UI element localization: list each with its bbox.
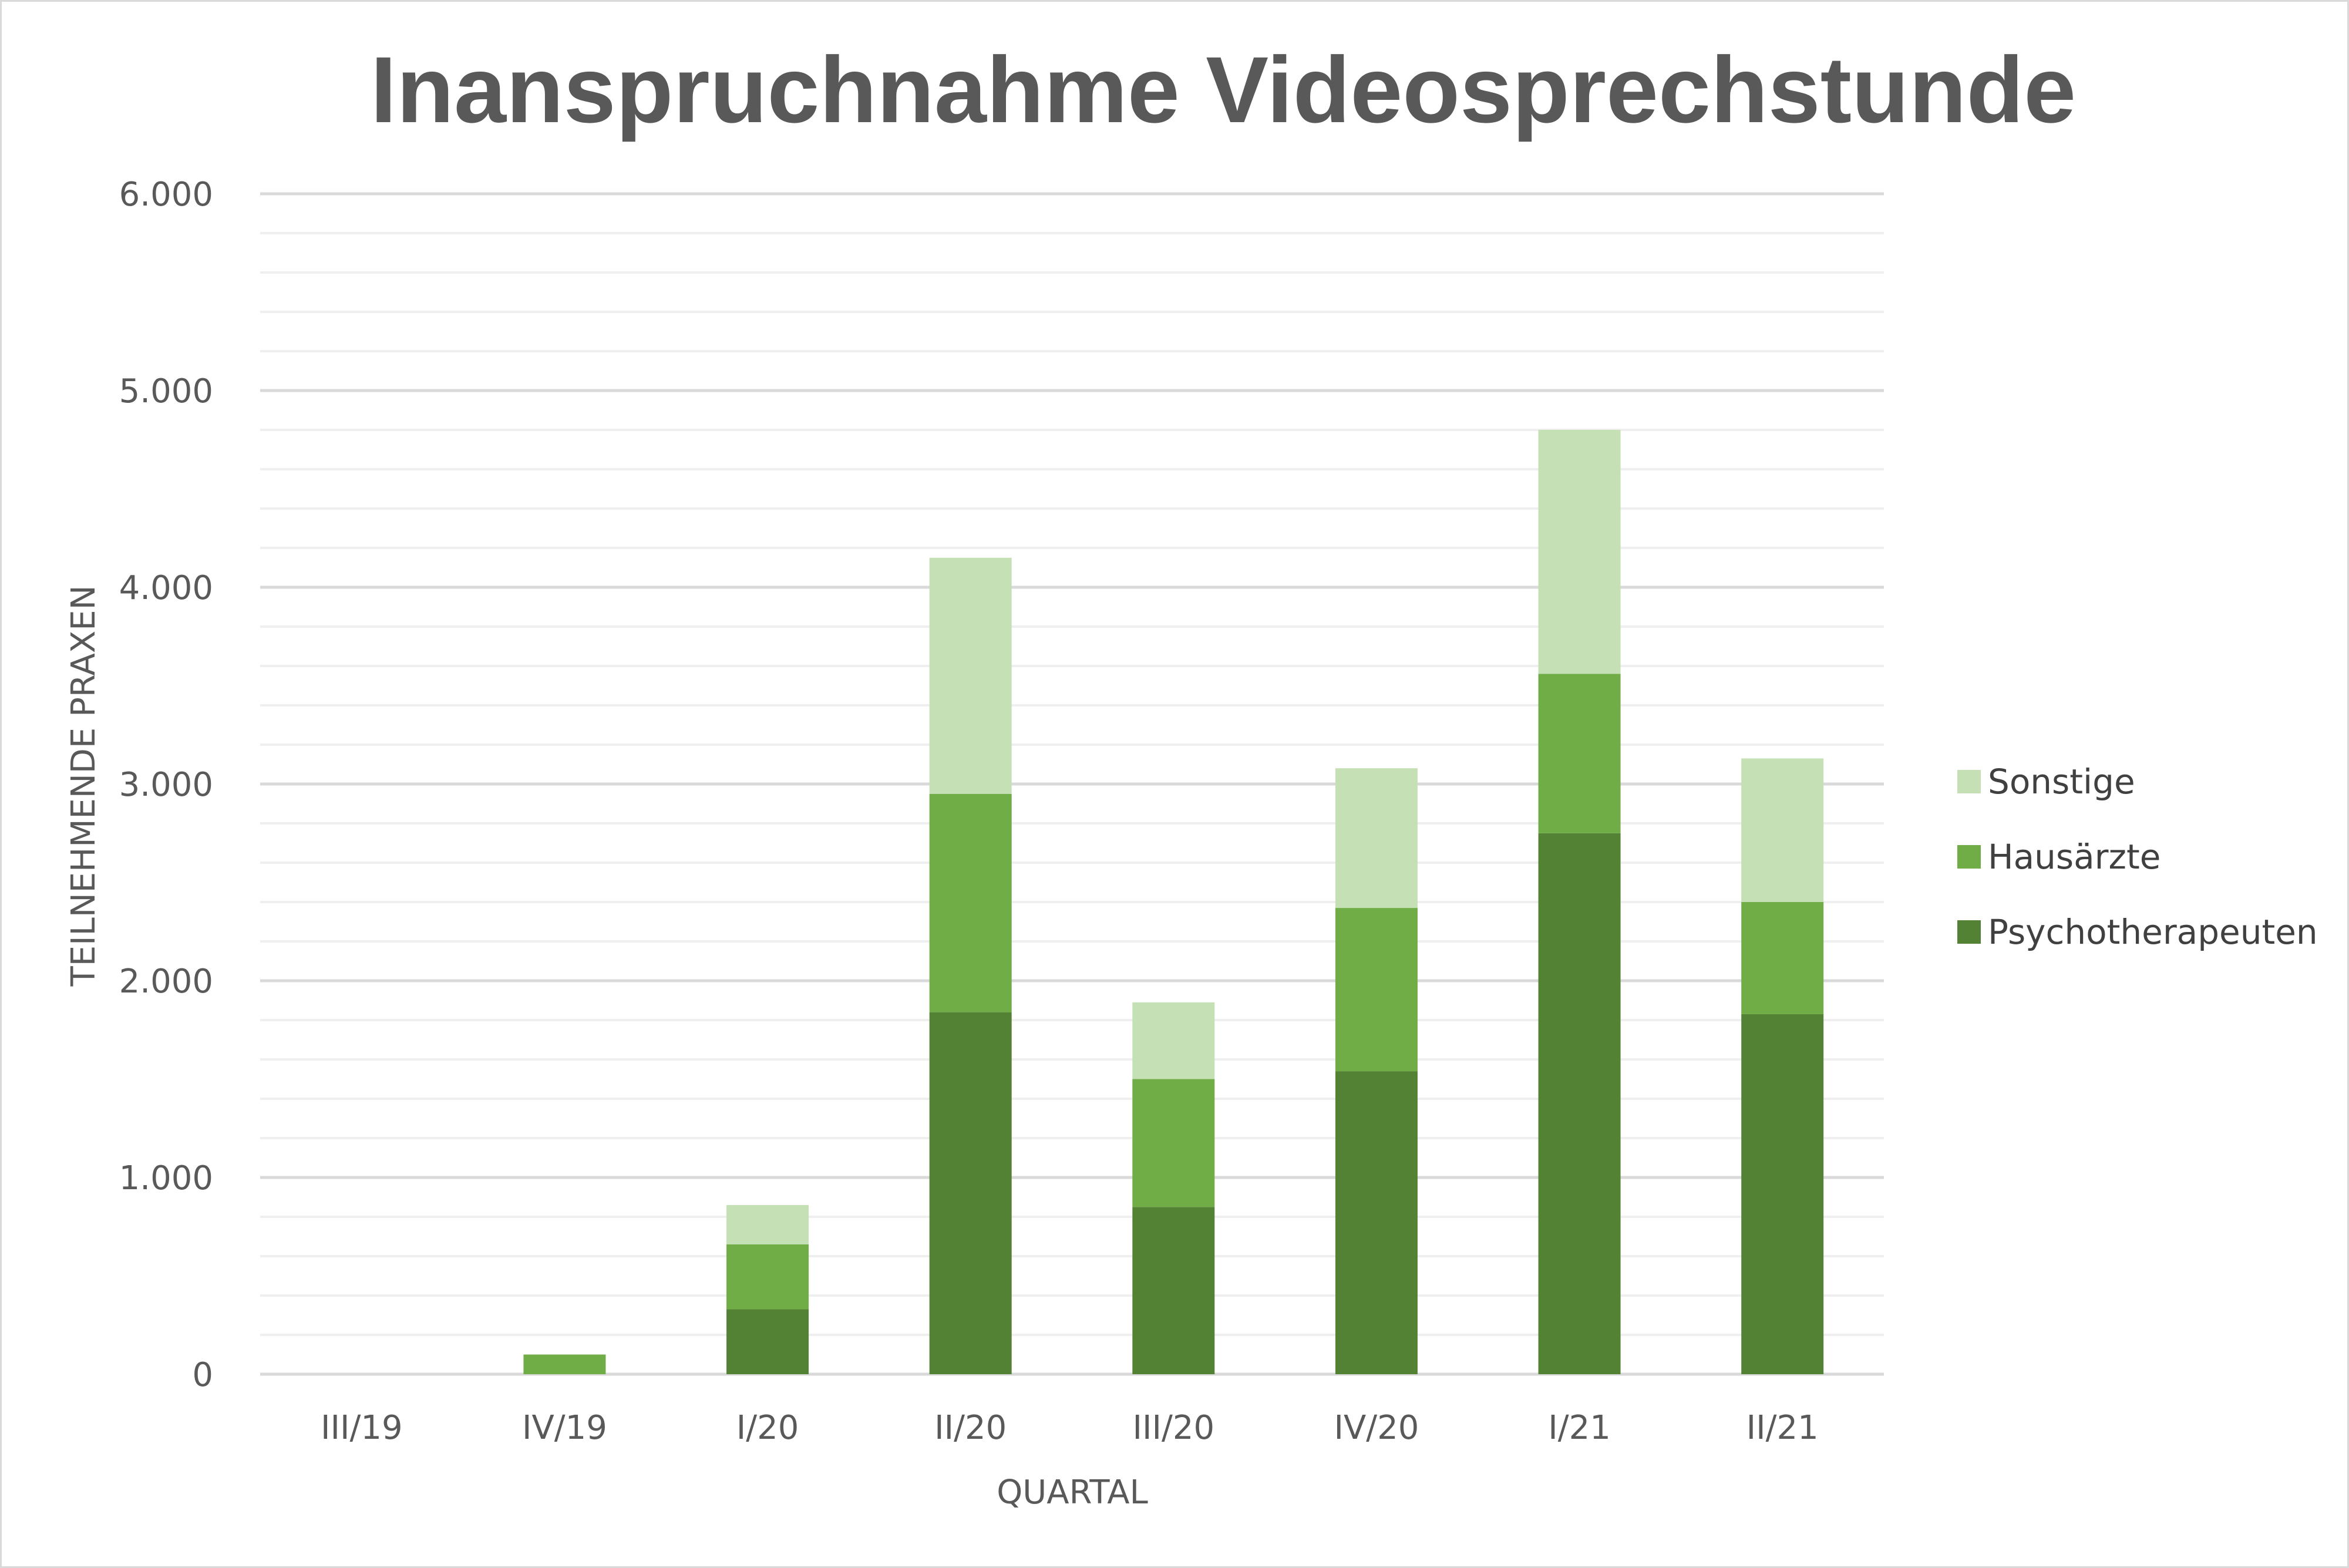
y-tick-label: 0 [192, 1356, 213, 1394]
bar-segment [1741, 1014, 1824, 1374]
bar-segment [523, 1354, 606, 1374]
y-tick-label: 1.000 [119, 1159, 213, 1197]
y-axis-ticks: 0 1.000 2.000 3.000 4.000 5.000 6.000 [119, 176, 213, 1394]
y-tick-label: 6.000 [119, 176, 213, 214]
bar-segment [726, 1244, 809, 1310]
x-tick-label: III/20 [1132, 1409, 1214, 1447]
bar-segment [1132, 1079, 1215, 1207]
bar-segment [726, 1309, 809, 1374]
y-tick-label: 2.000 [119, 963, 213, 1001]
legend-swatch [1957, 920, 1981, 944]
bar-segment [929, 793, 1012, 1012]
bar-segment [1741, 902, 1824, 1014]
x-tick-label: II/21 [1746, 1409, 1819, 1447]
x-axis-ticks: III/19 IV/19 I/20 II/20 III/20 IV/20 I/21 II/21 [321, 1409, 1819, 1447]
x-tick-label: I/21 [1548, 1409, 1611, 1447]
y-axis-title: TEILNEHMENDE PRAXEN [65, 586, 103, 987]
legend: Sonstige Hausärzte Psychotherapeuten [1957, 762, 2318, 952]
legend-label: Sonstige [1988, 762, 2135, 802]
bar-segment [1335, 1071, 1418, 1374]
bar-segment [1132, 1207, 1215, 1374]
x-tick-label: II/20 [934, 1409, 1007, 1447]
legend-label: Hausärzte [1988, 837, 2160, 877]
x-axis-title: QUARTAL [997, 1473, 1148, 1512]
bar-segment [929, 1012, 1012, 1374]
bar-segment [1335, 768, 1418, 909]
bars [523, 430, 1824, 1374]
chart-title: Inanspruchnahme Videosprechstunde [371, 37, 2076, 142]
y-tick-label: 5.000 [119, 372, 213, 410]
bar-segment [1335, 908, 1418, 1072]
bar-segment [1741, 758, 1824, 902]
gridlines [260, 192, 1884, 1376]
bar-segment [1538, 674, 1621, 833]
legend-swatch [1957, 770, 1981, 793]
legend-item: Hausärzte [1957, 837, 2160, 877]
legend-item: Sonstige [1957, 762, 2135, 802]
bar-segment [1538, 430, 1621, 674]
bar-segment [929, 557, 1012, 794]
y-tick-label: 3.000 [119, 766, 213, 804]
bar-segment [726, 1204, 809, 1244]
bar-segment [1132, 1002, 1215, 1079]
x-tick-label: IV/20 [1334, 1409, 1419, 1447]
y-tick-label: 4.000 [119, 569, 213, 607]
x-tick-label: III/19 [321, 1409, 403, 1447]
legend-label: Psychotherapeuten [1988, 912, 2318, 952]
legend-swatch [1957, 845, 1981, 869]
legend-item: Psychotherapeuten [1957, 912, 2318, 952]
x-tick-label: IV/19 [522, 1409, 607, 1447]
x-tick-label: I/20 [736, 1409, 799, 1447]
bar-segment [1538, 833, 1621, 1374]
